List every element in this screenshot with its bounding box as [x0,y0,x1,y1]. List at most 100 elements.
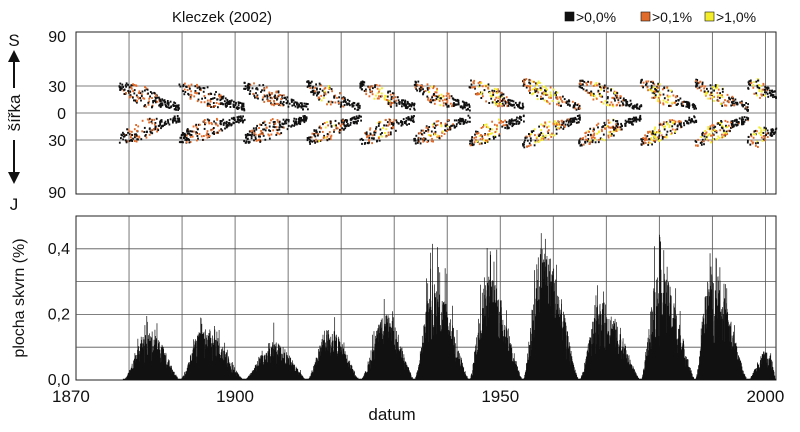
butterfly-spot [663,128,666,131]
butterfly-spot [508,102,511,105]
butterfly-spot [427,128,430,131]
butterfly-spot [611,103,614,106]
butterfly-spot [389,120,391,123]
butterfly-spot [534,88,537,91]
butterfly-spot [457,103,460,106]
butterfly-spot [320,94,323,97]
butterfly-spot [461,100,464,103]
butterfly-spot [480,82,483,85]
butterfly-spot [717,135,719,138]
area-cycle [243,322,308,380]
butterfly-spot [645,80,648,83]
butterfly-spot [501,102,504,105]
butterfly-spot [316,87,318,90]
butterfly-spot [758,84,760,86]
butterfly-spot [327,85,330,88]
butterfly-spot [730,120,733,123]
butterfly-spot [634,119,636,122]
butterfly-spot [474,138,477,141]
butterfly-spot [597,126,599,129]
butterfly-spot [154,123,156,126]
butterfly-spot [649,141,651,144]
butterfly-spot [476,130,479,133]
butterfly-spot [253,129,256,132]
butterfly-spot [578,104,581,107]
butterfly-spot [504,102,507,105]
butterfly-spot [566,100,568,103]
butterfly-spot [381,135,383,138]
butterfly-spot [739,101,742,104]
butterfly-spot [774,131,777,134]
butterfly-spot [763,126,766,129]
butterfly-spot [455,123,458,126]
butterfly-spot [732,100,735,102]
butterfly-spot [266,98,269,101]
butterfly-spot [617,101,620,104]
butterfly-spot [695,78,698,81]
butterfly-spot [387,103,390,105]
butterfly-spot [238,106,240,109]
butterfly-spot [593,134,595,136]
butterfly-spot [488,133,491,135]
butterfly-spot [167,121,170,124]
butterfly-spot [270,103,273,106]
butterfly-spot [564,123,567,126]
butterfly-spot [589,82,592,85]
butterfly-spot [314,132,317,135]
butterfly-spot [278,94,281,97]
butterfly-spot [442,95,445,98]
butterfly-spot [202,90,205,93]
butterfly-spot [613,90,616,93]
butterfly-spot [525,86,528,89]
butterfly-spot [695,119,698,122]
butterfly-spot [185,85,187,88]
butterfly-spot [172,105,175,107]
butterfly-spot [682,101,685,104]
butterfly-spot [290,125,292,128]
butterfly-spot [280,125,282,128]
butterfly-spot [236,120,239,123]
butterfly-spot [481,95,484,98]
butterfly-spot [612,105,615,108]
butterfly-spot [323,90,326,93]
butterfly-spot [760,134,762,136]
butterfly-spot [724,99,726,102]
butterfly-spot [178,141,181,144]
butterfly-spot [387,124,389,127]
butterfly-spot [346,98,349,101]
butterfly-spot [253,132,256,135]
butterfly-spot [662,123,665,125]
butterfly-spot [233,100,235,103]
butterfly-spot [743,116,746,119]
butterfly-spot [221,129,224,132]
butterfly-spot [446,105,449,108]
butterfly-spot [263,89,266,92]
butterfly-spot [568,99,570,102]
butterfly-spot [607,121,610,124]
butterfly-spot [186,132,189,135]
butterfly-spot [449,102,452,105]
butterfly-spot [396,96,399,99]
butterfly-spot [642,137,645,140]
butterfly-spot [121,134,123,137]
butterfly-spot [765,86,768,89]
butterfly-spot [198,133,201,135]
butterfly-spot [541,139,544,141]
area-cycle [695,253,749,380]
butterfly-spot [743,104,746,106]
butterfly-spot [361,82,364,85]
butterfly-spot [659,131,662,134]
butterfly-spot [342,128,345,131]
butterfly-spot [277,120,279,123]
butterfly-spot [392,122,395,125]
butterfly-spot [355,121,358,124]
butterfly-spot [426,88,429,91]
butterfly-spot [232,122,235,124]
butterfly-spot [275,133,278,136]
butterfly-spot [420,133,423,136]
butterfly-spot [395,104,398,107]
butterfly-spot [651,96,654,99]
butterfly-spot [579,107,581,110]
butterfly-spot [152,101,154,104]
butterfly-spot [335,124,337,127]
